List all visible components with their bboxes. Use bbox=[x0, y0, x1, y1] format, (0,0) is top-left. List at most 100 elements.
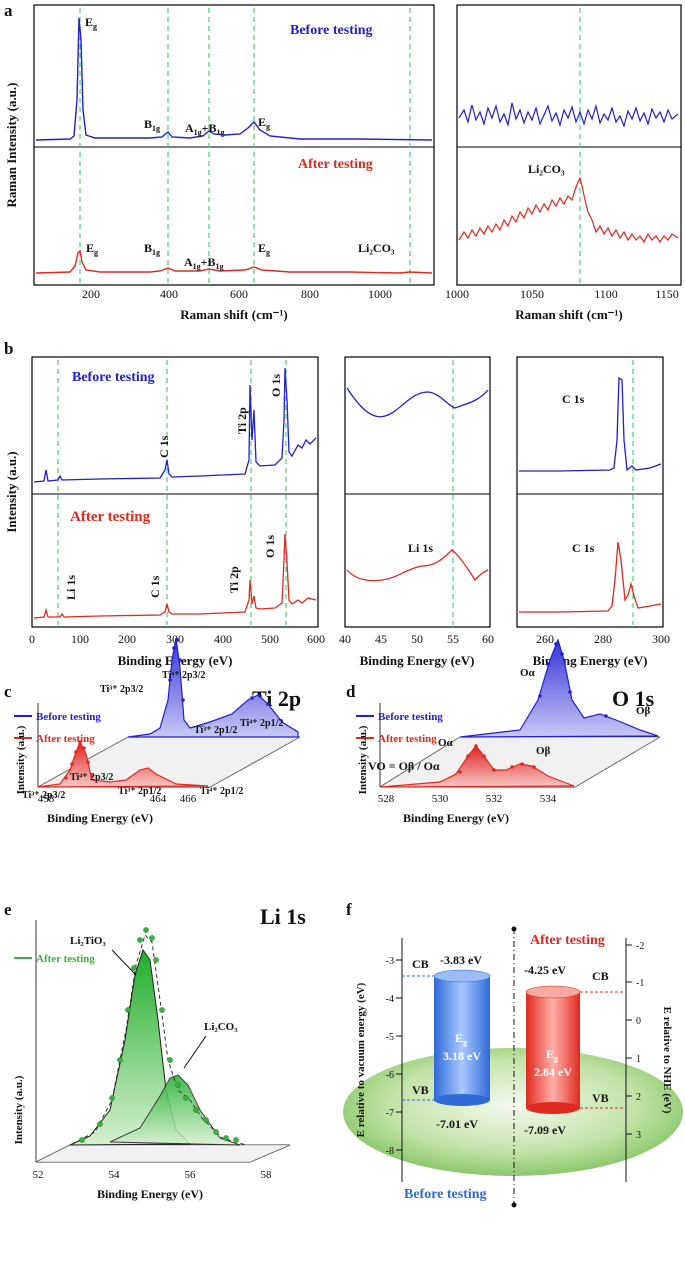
b-survey-xtick: 400 bbox=[214, 632, 232, 646]
d-legend-before: Before testing bbox=[378, 711, 443, 723]
a-label-b1g-top: B1g bbox=[144, 117, 160, 133]
panel-label-c: c bbox=[4, 682, 12, 701]
e-xtick: 52 bbox=[33, 1169, 44, 1181]
d-label-ob-bottom: Oβ bbox=[536, 745, 551, 757]
c-label: Ti⁴⁺ 2p3/2 bbox=[162, 670, 205, 681]
d-label-oa-top: Oα bbox=[520, 667, 536, 679]
b-c1s-label-bottom: C 1s bbox=[572, 541, 595, 555]
a-inset-label: Li₂CO₃ bbox=[528, 162, 565, 176]
b-li1s-after-series bbox=[346, 549, 489, 582]
f-right-tick: 1 bbox=[636, 1054, 641, 1065]
f-left-tick: -4 bbox=[386, 994, 394, 1005]
d-legend: Before testing After testing bbox=[356, 711, 443, 745]
d-floor bbox=[380, 737, 660, 787]
e-legend-after: After testing bbox=[36, 953, 95, 965]
a-main-xtick: 800 bbox=[301, 287, 319, 301]
b-survey-labels: C 1s Ti 2p O 1s Li 1s C 1s Ti 2p O 1s bbox=[64, 374, 283, 600]
a-main-xlabel: Raman shift (cm⁻¹) bbox=[180, 307, 288, 322]
e-label-lto: Li₂TiO₃ bbox=[70, 935, 106, 947]
f-cylinder-after-top bbox=[525, 985, 581, 999]
c-legend-before: Before testing bbox=[36, 711, 101, 723]
b-li1s-before-series bbox=[346, 387, 489, 418]
e-lco-component bbox=[109, 1074, 241, 1146]
b-label-o1s-top: O 1s bbox=[269, 374, 283, 397]
f-after-gap: 2.84 eV bbox=[534, 1065, 572, 1079]
d-peak-labels: Oα Oβ Oα Oβ bbox=[438, 667, 651, 757]
f-center-dot-top bbox=[511, 926, 517, 932]
b-label-o1s-bottom: O 1s bbox=[263, 535, 277, 558]
a-inset-xtick: 1050 bbox=[520, 287, 544, 301]
b-li1s-xtick: 50 bbox=[411, 632, 423, 646]
f-right-label: E relative to NHE (eV) bbox=[661, 1007, 673, 1114]
b-survey-xticks: 0 100 200 300 400 500 600 bbox=[29, 632, 325, 646]
b-before-legend: Before testing bbox=[72, 370, 155, 385]
d-ylabel: Intensity (a.u.) bbox=[357, 725, 369, 794]
b-label-ti2p-top: Ti 2p bbox=[235, 407, 249, 434]
a-main-vlines bbox=[79, 8, 411, 283]
b-c1s-xtick: 280 bbox=[594, 632, 612, 646]
f-right-tick: 0 bbox=[636, 1016, 641, 1027]
c-label-b: Ti³⁺ 2p3/2 bbox=[22, 790, 65, 801]
e-xtick: 54 bbox=[109, 1169, 121, 1181]
panel-label-d: d bbox=[346, 682, 356, 701]
f-cb-left: CB bbox=[412, 957, 429, 971]
b-li1s-label: Li 1s bbox=[408, 541, 433, 555]
f-cylinder-after-bottom bbox=[526, 1102, 580, 1114]
c-xticks: 458 464 466 bbox=[38, 793, 197, 805]
c-xtick: 464 bbox=[150, 793, 167, 805]
f-left-tick: -8 bbox=[386, 1146, 394, 1157]
b-li1s-xlabel: Binding Energy (eV) bbox=[360, 653, 475, 668]
e-floor bbox=[36, 1145, 290, 1162]
b-survey-xtick: 300 bbox=[166, 632, 184, 646]
e-peak-labels: Li₂TiO₃ Li₂CO₃ bbox=[70, 935, 238, 1033]
f-right-tick: -2 bbox=[636, 941, 644, 952]
a-main-xtick: 400 bbox=[160, 287, 178, 301]
b-label-c1s-top: C 1s bbox=[157, 435, 171, 458]
c-peak-labels: Ti³⁺ 2p3/2 Ti⁴⁺ 2p3/2 Ti³⁺ 2p1/2 Ti⁴⁺ 2p… bbox=[22, 670, 283, 801]
a-main-xticks: 200 400 600 800 1000 bbox=[82, 287, 392, 301]
d-title: O 1s bbox=[612, 686, 655, 711]
c-label-b: Ti⁴⁺ 2p1/2 bbox=[200, 786, 243, 797]
f-before-cb-value: -3.83 eV bbox=[440, 953, 482, 967]
d-before-series bbox=[459, 638, 659, 738]
f-right-tick: -1 bbox=[636, 978, 644, 989]
f-before-vb-value: -7.01 eV bbox=[436, 1117, 478, 1131]
panel-label-a: a bbox=[4, 1, 13, 20]
a-inset-frame bbox=[456, 4, 682, 286]
a-inset-xtick: 1000 bbox=[445, 287, 469, 301]
a-peak-labels: Eg B1g A1g+B1g Eg Eg B1g A1g+B1g Eg Li₂C… bbox=[85, 15, 395, 271]
b-survey-xtick: 500 bbox=[261, 632, 279, 646]
e-ylabel: Intensity (a.u.) bbox=[13, 1075, 25, 1144]
panel-label-e: e bbox=[4, 900, 12, 919]
b-after-series bbox=[33, 533, 317, 619]
b-survey-xtick: 0 bbox=[29, 632, 35, 646]
d-xtick: 534 bbox=[540, 793, 557, 805]
f-after-vb-value: -7.09 eV bbox=[524, 1123, 566, 1137]
c-dots-blue bbox=[168, 638, 270, 706]
c-ylabel: Intensity (a.u.) bbox=[15, 725, 27, 794]
c-label: Ti³⁺ 2p3/2 bbox=[100, 684, 143, 695]
f-cylinder-before-bottom bbox=[434, 1094, 490, 1106]
a-label-li2co3: Li₂CO₃ bbox=[358, 241, 395, 255]
panel-label-b: b bbox=[4, 339, 13, 358]
a-inset-after-series bbox=[458, 176, 679, 244]
c-dots bbox=[64, 740, 94, 780]
f-left-axis bbox=[396, 938, 403, 1182]
f-left-tick: -3 bbox=[386, 956, 394, 967]
a-before-legend: Before testing bbox=[290, 23, 373, 38]
e-xtick: 56 bbox=[185, 1169, 197, 1181]
a-label-b1g-bottom: B1g bbox=[144, 241, 160, 257]
c-before-series bbox=[127, 637, 299, 738]
b-li1s-xtick: 60 bbox=[482, 632, 494, 646]
f-right-axis bbox=[625, 938, 632, 1182]
f-cb-right: CB bbox=[592, 969, 609, 983]
c-legend-after: After testing bbox=[36, 733, 95, 745]
d-xtick: 532 bbox=[486, 793, 503, 805]
d-formula: VO = Oβ / Oα bbox=[368, 759, 440, 773]
a-label-eg2-top: Eg bbox=[258, 115, 270, 131]
c-label: Ti⁴⁺ 2p1/2 bbox=[240, 718, 283, 729]
d-xlabel: Binding Energy (eV) bbox=[403, 811, 509, 825]
b-label-ti2p-bottom: Ti 2p bbox=[227, 566, 241, 593]
f-right-tick: 3 bbox=[636, 1130, 641, 1141]
f-left-tick: -6 bbox=[386, 1070, 394, 1081]
